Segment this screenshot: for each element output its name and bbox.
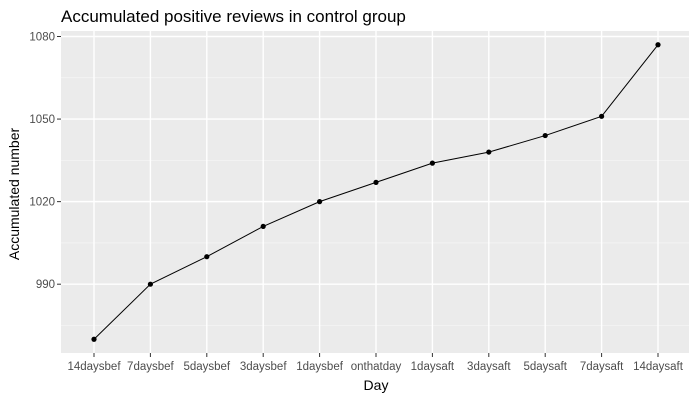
data-point [599, 113, 605, 119]
chart-title: Accumulated positive reviews in control … [61, 7, 406, 26]
data-point [260, 223, 266, 230]
x-tick-label: 3daysbef [240, 361, 287, 373]
y-tick-label: 990 [36, 279, 55, 291]
x-tick-label: 7daysaft [580, 361, 624, 373]
grid-lines [61, 31, 689, 353]
x-tick-label: 14daysaft [633, 361, 684, 373]
y-axis-title: Accumulated number [6, 128, 22, 261]
data-point [542, 132, 548, 139]
y-tick-label: 1050 [29, 114, 55, 126]
data-point [204, 254, 210, 260]
x-tick-label: 5daysaft [523, 361, 567, 373]
data-point [373, 179, 379, 185]
x-tick-label: 14daysbef [67, 361, 121, 373]
data-point [91, 336, 97, 342]
x-tick-label: 7daysbef [127, 361, 174, 373]
data-point [317, 199, 323, 205]
x-tick-label: 1daysbef [296, 361, 343, 373]
x-tick-label: onthatday [351, 361, 402, 373]
x-tick-label: 3daysaft [467, 361, 511, 373]
data-point [655, 42, 661, 48]
data-series [91, 42, 661, 342]
data-point [147, 281, 153, 287]
x-tick-label: 1daysaft [411, 361, 455, 373]
y-tick-label: 1080 [29, 32, 55, 44]
x-tick-label: 5daysbef [183, 361, 230, 373]
plot-panel [61, 31, 689, 353]
data-point [486, 149, 492, 155]
axes: 990 1020 1050 1080 14daysbef 7daysbef 5daysbef… [29, 32, 683, 373]
data-point [429, 160, 435, 166]
x-axis-title: Day [364, 377, 389, 393]
y-tick-label: 1020 [29, 197, 55, 209]
